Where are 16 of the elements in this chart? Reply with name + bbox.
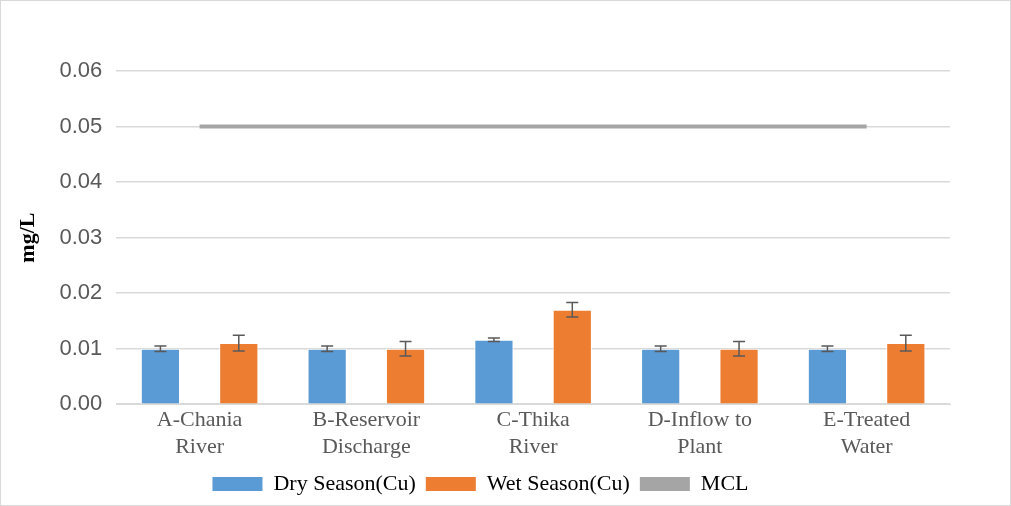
x-tick-label: E-Treated Water — [823, 406, 911, 458]
y-tick-label: 0.05 — [59, 112, 103, 138]
y-tick-label: 0.02 — [59, 279, 103, 305]
legend-label: Dry Season(Cu) — [273, 469, 416, 495]
y-axis-title: mg/L — [13, 212, 39, 263]
y-tick-label: 0.06 — [59, 57, 103, 83]
legend-label: Wet Season(Cu) — [486, 469, 630, 495]
x-tick-label: C-Thika River — [496, 406, 570, 458]
y-tick-label: 0.03 — [59, 223, 103, 249]
y-tick-label: 0.00 — [59, 390, 103, 416]
x-tick-label: B-Reservoir Discharge — [312, 406, 421, 458]
legend-label: MCL — [700, 469, 749, 495]
x-tick-label: D-Inflow to Plant — [647, 406, 753, 458]
y-tick-label: 0.04 — [59, 168, 103, 194]
y-tick-label: 0.01 — [59, 334, 103, 360]
x-tick-label: A-Chania River — [156, 406, 243, 458]
